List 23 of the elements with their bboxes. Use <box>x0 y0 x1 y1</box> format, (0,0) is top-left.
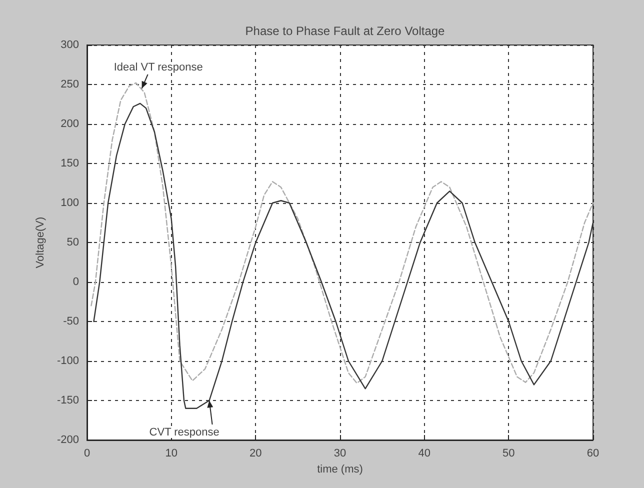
x-tick-label: 20 <box>250 448 262 460</box>
y-tick-label: 100 <box>60 197 79 209</box>
y-tick-label: -50 <box>63 316 79 328</box>
y-tick-label: -100 <box>56 355 79 367</box>
annotation: Ideal VT response <box>114 61 203 74</box>
y-tick-label: -200 <box>56 434 79 446</box>
x-tick-label: 60 <box>586 448 600 460</box>
y-tick-label: 0 <box>72 276 79 288</box>
y-tick-label: 50 <box>66 236 79 248</box>
y-tick-label: 200 <box>60 118 79 130</box>
y-tick-label: 250 <box>60 78 79 90</box>
x-axis-title: time (ms) <box>317 463 363 476</box>
x-tick-label: 30 <box>334 448 346 460</box>
x-tick-label: 10 <box>165 448 178 460</box>
chart-title: Phase to Phase Fault at Zero Voltage <box>245 24 446 38</box>
y-axis-title: Voltage(V) <box>34 216 47 268</box>
y-tick-label: 150 <box>60 158 79 170</box>
y-tick-label: 300 <box>60 39 79 51</box>
annotation: CVT response <box>149 426 220 438</box>
y-tick-label: -150 <box>56 394 79 406</box>
x-tick-label: 50 <box>502 448 515 460</box>
x-tick-label: 0 <box>84 448 90 460</box>
x-tick-label: 40 <box>418 448 430 460</box>
